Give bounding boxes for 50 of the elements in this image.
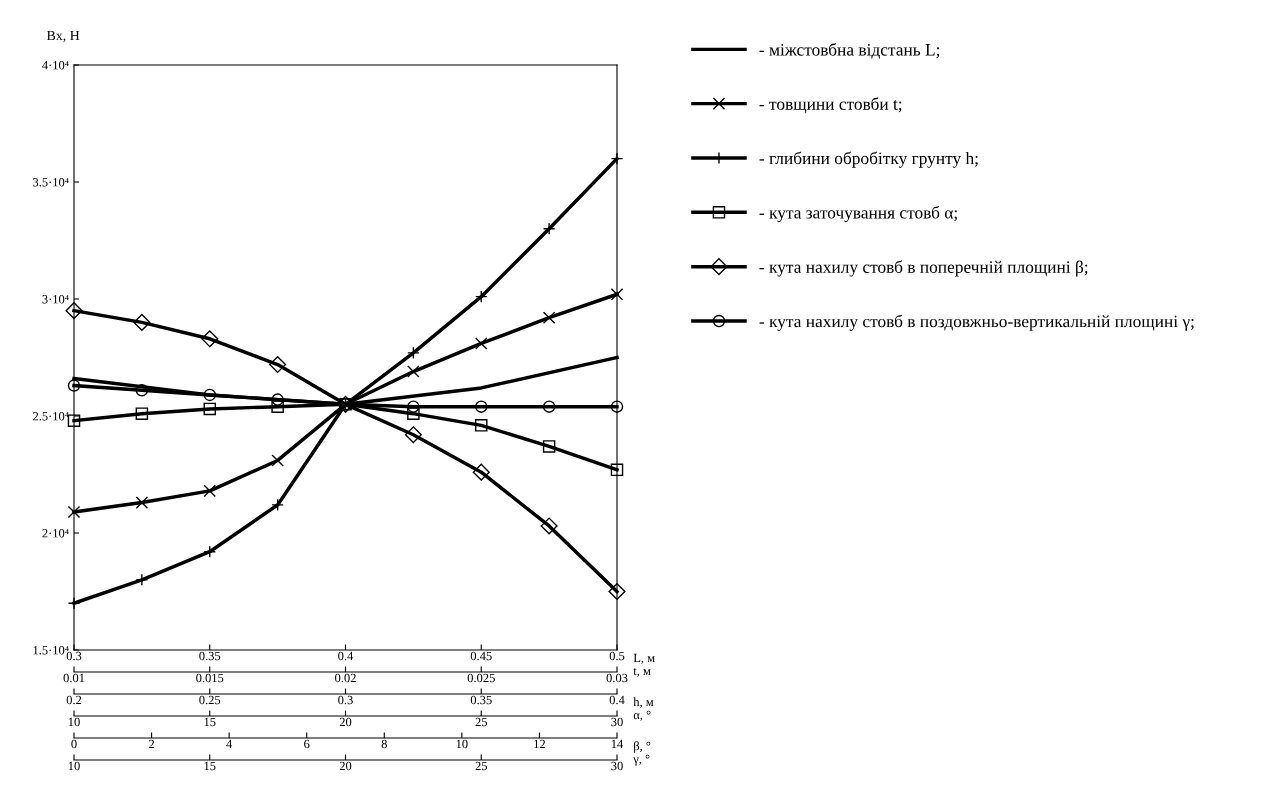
x2-axis-title: α, °	[633, 710, 651, 721]
y-tick-label: 2.5·10⁴	[33, 412, 69, 421]
x2-tick-label: 20	[339, 717, 352, 727]
x-tick-label: 6	[304, 739, 310, 749]
x-tick-label: 0.3	[338, 695, 353, 705]
x2-tick-label: 30	[611, 717, 623, 727]
y-tick-label: 2·10⁴	[42, 529, 69, 538]
x2-tick-label: 0.02	[335, 673, 356, 683]
x-tick-label: 0.35	[199, 651, 221, 661]
legend-label: - міжстовбна відстань L;	[759, 43, 940, 59]
x-tick-label: 0.5	[609, 651, 625, 661]
x2-tick-label: 10	[68, 717, 80, 727]
x-tick-label: 0.2	[66, 695, 82, 705]
legend-label: - кута нахилу стовб в поперечній площині β;	[759, 260, 1088, 277]
x-axis-title: h, м	[633, 697, 654, 708]
y-tick-label: 4·10⁴	[42, 61, 69, 70]
x-tick-label: 0.35	[470, 695, 492, 705]
x2-tick-label: 25	[475, 761, 488, 771]
x2-tick-label: 0.01	[63, 673, 85, 683]
y-tick-label: 3·10⁴	[42, 295, 69, 304]
x-tick-label: 10	[456, 739, 468, 749]
legend-label: - товщини стовби t;	[759, 97, 902, 114]
x2-tick-label: 30	[611, 761, 623, 771]
x-tick-label: 8	[381, 739, 387, 749]
x2-tick-label: 0.025	[467, 673, 495, 683]
x-tick-label: 0.4	[609, 695, 625, 705]
x2-tick-label: 25	[475, 717, 488, 727]
x2-tick-label: 20	[339, 761, 352, 771]
x2-axis-title: t, м	[633, 667, 651, 677]
legend-label: - кута заточування стовб α;	[759, 205, 957, 223]
x-tick-label: 0	[71, 739, 77, 749]
x2-tick-label: 15	[204, 717, 216, 727]
y-tick-label: 3.5·10⁴	[33, 178, 69, 187]
y-axis-title: Bx, Н	[46, 30, 80, 43]
x-tick-label: 4	[226, 739, 233, 749]
x-tick-label: 2	[149, 739, 155, 749]
x-tick-label: 12	[534, 739, 545, 749]
x-axis-title: β, °	[634, 741, 651, 753]
x2-axis-title: γ, °	[633, 754, 650, 766]
x-axis-title: L, м	[633, 653, 655, 664]
x-tick-label: 0.4	[338, 651, 354, 661]
x2-tick-label: 15	[204, 761, 216, 771]
x2-tick-label: 0.015	[196, 673, 224, 683]
x2-tick-label: 0.03	[606, 673, 628, 683]
legend-label: - кута нахилу стовб в поздовжньо-вертикальній площині γ;	[759, 314, 1194, 331]
x-tick-label: 0.25	[199, 695, 221, 705]
x2-tick-label: 10	[68, 761, 80, 771]
x-tick-label: 0.45	[470, 651, 492, 661]
legend-label: - глибини обробітку грунту h;	[759, 151, 978, 168]
x-tick-label: 14	[611, 739, 624, 749]
